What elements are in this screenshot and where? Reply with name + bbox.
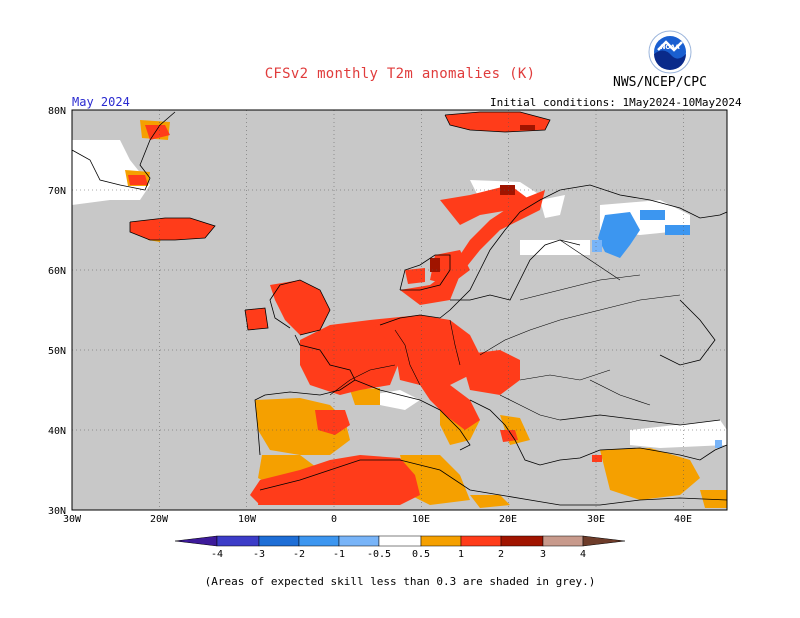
colorbar-label: -4 <box>211 549 223 560</box>
coastlines <box>71 111 728 506</box>
forecast-month: May 2024 <box>72 95 130 109</box>
colorbar-bin-neg2-neg1 <box>298 535 340 547</box>
colorbar-label: -2 <box>293 549 305 560</box>
lat-tick-40n: 40N <box>48 426 66 437</box>
colorbar-bin-1-2 <box>460 535 502 547</box>
colorbar-max-arrow <box>582 535 626 547</box>
lon-tick-30e: 30E <box>587 514 605 525</box>
colorbar-label: -1 <box>333 549 345 560</box>
colorbar-label: -3 <box>253 549 265 560</box>
lon-axis-labels: 30W 20W 10W 0 10E 20E 30E 40E <box>63 514 692 525</box>
colorbar-min-arrow <box>174 535 218 547</box>
colorbar-bin-neutral <box>378 535 422 547</box>
map-title: CFSv2 monthly T2m anomalies (K) <box>264 66 536 82</box>
lon-tick-30w: 30W <box>63 514 82 525</box>
map-frame <box>71 109 728 511</box>
anomaly-blue-regions <box>592 210 722 448</box>
lon-tick-40e: 40E <box>674 514 692 525</box>
agency-label: NWS/NCEP/CPC <box>613 75 707 90</box>
noaa-logo-text: NOAA <box>660 44 680 51</box>
map-panel <box>71 109 728 511</box>
lon-tick-10e: 10E <box>412 514 430 525</box>
country-borders <box>329 239 681 421</box>
lon-tick-10w: 10W <box>238 514 257 525</box>
colorbar-label: 4 <box>580 549 586 560</box>
initial-conditions: Initial conditions: 1May2024-10May2024 <box>490 96 742 109</box>
noaa-logo: NOAA <box>648 30 692 74</box>
colorbar-bin-neg4-neg3 <box>216 535 260 547</box>
colorbar-bin-neg3-neg2 <box>258 535 300 547</box>
lat-tick-70n: 70N <box>48 186 66 197</box>
colorbar-label: 2 <box>498 549 504 560</box>
colorbar-label: 3 <box>540 549 546 560</box>
skill-mask-background <box>72 110 727 510</box>
colorbar-bin-2-3 <box>500 535 544 547</box>
colorbar-bin-3-4 <box>542 535 584 547</box>
lat-tick-30n: 30N <box>48 506 66 517</box>
lat-axis-labels: 30N 40N 50N 60N 70N 80N <box>48 106 66 517</box>
graticule <box>72 110 727 510</box>
lon-tick-0: 0 <box>331 514 337 525</box>
colorbar: -4 -3 -2 -1 -0.5 0.5 1 2 3 4 <box>174 535 626 560</box>
lat-tick-60n: 60N <box>48 266 66 277</box>
anomaly-darkred-regions <box>430 125 535 272</box>
lon-tick-20w: 20W <box>150 514 169 525</box>
colorbar-bin-05-1 <box>420 535 462 547</box>
colorbar-label: 1 <box>458 549 464 560</box>
colorbar-bin-neg1-neg05 <box>338 535 380 547</box>
colorbar-label: 0.5 <box>412 549 430 560</box>
lon-tick-20e: 20E <box>499 514 517 525</box>
colorbar-label: -0.5 <box>367 549 391 560</box>
lat-tick-80n: 80N <box>48 106 66 117</box>
skill-footnote: (Areas of expected skill less than 0.3 a… <box>204 575 596 588</box>
lat-tick-50n: 50N <box>48 346 66 357</box>
